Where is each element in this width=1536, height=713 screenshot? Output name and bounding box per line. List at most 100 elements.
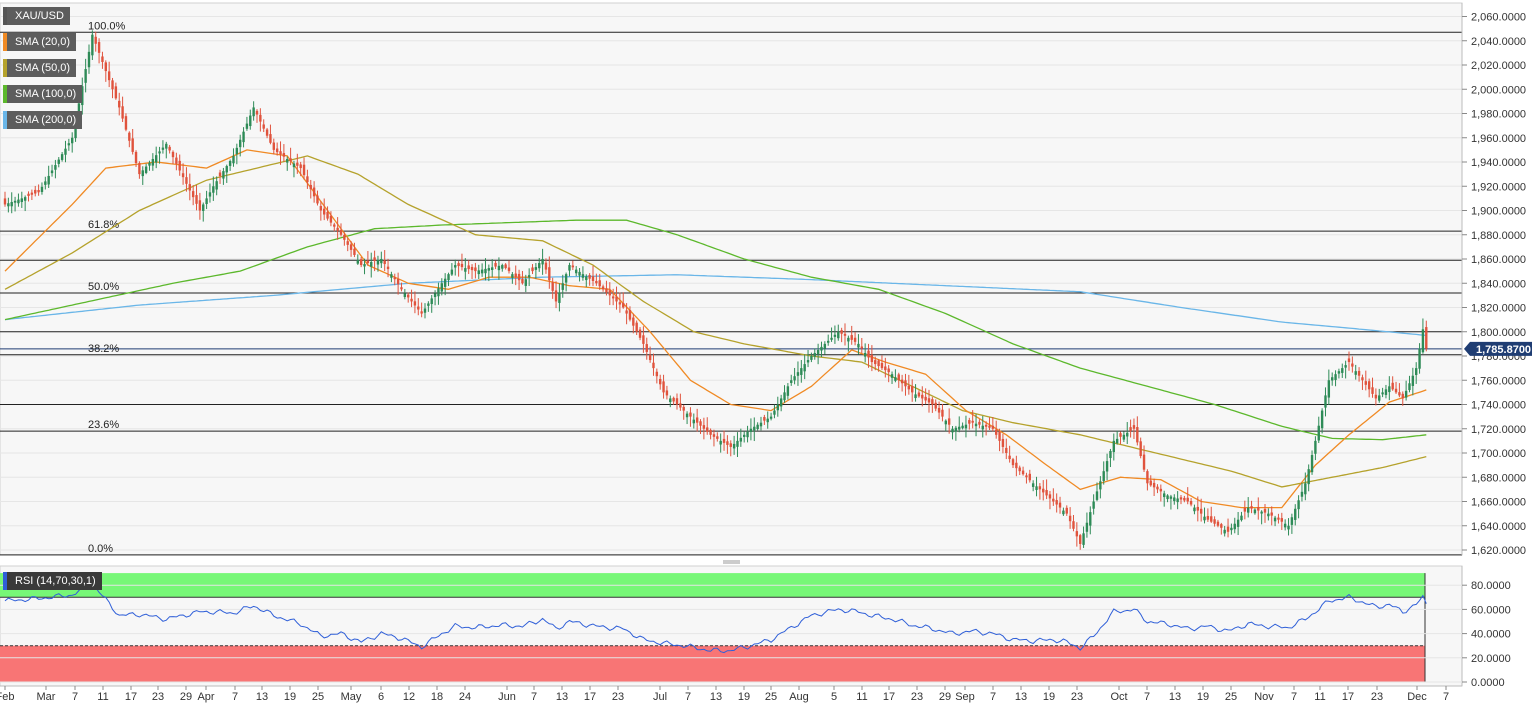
candle-body	[131, 138, 134, 152]
candle-body	[732, 443, 736, 449]
candle-body	[766, 418, 769, 423]
candle-body	[1196, 506, 1199, 511]
candle-body	[178, 160, 181, 171]
candle-body	[578, 271, 581, 276]
candle-body	[598, 280, 601, 287]
candle-body	[1025, 475, 1028, 478]
candle-body	[3, 198, 7, 205]
candle-body	[420, 311, 423, 314]
candle-body	[1179, 497, 1183, 500]
candle-body	[581, 274, 585, 278]
candle-body	[605, 288, 608, 293]
panel-splitter[interactable]	[723, 560, 740, 564]
candle-body	[1163, 493, 1166, 498]
fib-label: 38.2%	[88, 343, 119, 355]
candle-body	[1263, 508, 1267, 513]
time-tick-label: 6	[378, 691, 384, 703]
rsi-tick-label: 80.0000	[1471, 580, 1511, 592]
candle-body	[188, 184, 191, 191]
candle-body	[921, 394, 924, 399]
candle-body	[1102, 471, 1105, 481]
candle-body	[467, 265, 470, 270]
legend-sma50[interactable]: SMA (50,0)	[3, 59, 77, 77]
candle-body	[437, 288, 440, 297]
candle-body	[262, 124, 265, 129]
candle-body	[588, 275, 591, 279]
legend-instrument[interactable]: XAU/USD	[3, 7, 70, 25]
time-tick-label: 23	[1071, 691, 1083, 703]
price-tick-label: 1,940.0000	[1471, 157, 1526, 169]
candle-body	[205, 198, 208, 205]
candle-body	[695, 417, 699, 423]
candle-body	[968, 420, 971, 424]
candle-body	[396, 278, 400, 285]
candle-body	[1206, 516, 1210, 520]
candle-body	[134, 151, 138, 164]
price-tick-label: 1,640.0000	[1471, 521, 1526, 533]
candle-body	[1331, 377, 1334, 381]
candle-body	[568, 265, 571, 271]
candle-body	[447, 274, 450, 281]
candle-body	[1270, 512, 1273, 516]
candle-body	[575, 269, 578, 274]
candle-body	[450, 269, 454, 275]
legend-sma20[interactable]: SMA (20,0)	[3, 33, 77, 51]
candle-body	[1381, 392, 1384, 395]
candle-body	[504, 264, 507, 269]
candle-body	[773, 410, 776, 415]
candle-body	[1283, 523, 1287, 528]
candle-body	[1404, 390, 1408, 398]
candle-body	[1361, 377, 1364, 381]
candle-body	[118, 100, 121, 108]
candle-body	[524, 279, 527, 286]
candle-body	[1068, 515, 1072, 522]
candle-body	[292, 163, 296, 168]
candle-body	[830, 337, 833, 340]
candle-body	[1223, 529, 1226, 534]
legend-sma100[interactable]: SMA (100,0)	[3, 85, 83, 103]
time-tick-label: 11	[97, 691, 108, 703]
fibonacci-levels: 100.0% 61.8% 50.0% 38.2% 23.6% 0.0%	[0, 20, 1462, 556]
candle-body	[911, 386, 914, 393]
price-tick-label: 1,660.0000	[1471, 497, 1526, 509]
candle-body	[477, 270, 480, 275]
candle-body	[302, 164, 306, 176]
candle-body	[1324, 395, 1327, 408]
candle-body	[181, 173, 185, 178]
candle-body	[407, 294, 410, 298]
candle-body	[141, 170, 144, 177]
candle-body	[1045, 490, 1048, 496]
last-price-label: 1,785.8700	[1464, 341, 1532, 356]
time-tick-label: 18	[431, 691, 443, 703]
rsi-tick-label: 60.0000	[1471, 604, 1511, 616]
fib-label: 61.8%	[88, 219, 119, 231]
candle-body	[783, 392, 786, 401]
candle-body	[299, 164, 302, 169]
candle-body	[1173, 497, 1176, 502]
candle-body	[1260, 511, 1263, 514]
candle-body	[460, 263, 464, 268]
candle-body	[662, 381, 665, 393]
time-tick-label: 13	[256, 691, 268, 703]
candle-body	[622, 302, 625, 308]
legend-rsi[interactable]: RSI (14,70,30,1)	[3, 572, 102, 590]
candle-body	[870, 354, 874, 363]
candle-body	[702, 425, 706, 429]
candle-body	[1042, 488, 1045, 493]
candle-body	[403, 293, 407, 297]
candle-body	[1122, 434, 1126, 440]
candle-body	[944, 420, 947, 425]
time-tick-label: 17	[883, 691, 895, 703]
candle-body	[847, 337, 850, 342]
candle-body	[511, 274, 514, 278]
legend-sma200[interactable]: SMA (200,0)	[3, 111, 83, 129]
time-tick-label: 11	[856, 691, 867, 703]
candle-body	[756, 424, 759, 430]
candle-body	[323, 208, 326, 215]
price-tick-label: 1,620.0000	[1471, 545, 1526, 557]
candle-body	[645, 344, 648, 352]
candle-body	[1156, 486, 1159, 490]
candle-body	[1193, 507, 1196, 512]
candle-body	[991, 425, 995, 429]
